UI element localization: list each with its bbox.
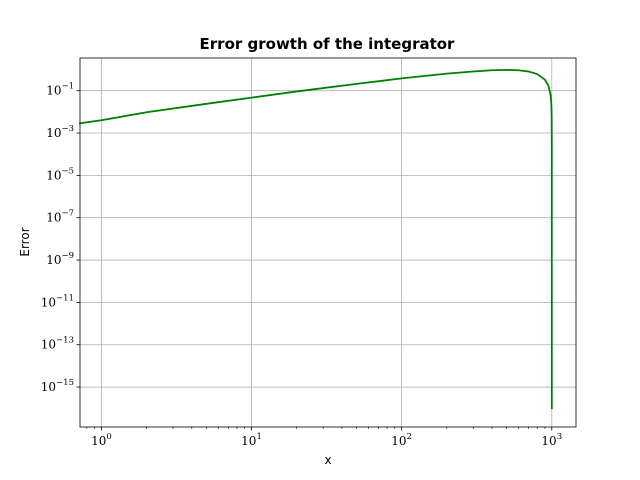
axis-ticks (76, 90, 553, 431)
y-tick-label: 10−15 (41, 378, 74, 394)
x-tick-label: 101 (241, 432, 262, 448)
x-axis-label: x (324, 453, 331, 467)
y-tick-label: 10−9 (46, 251, 74, 267)
y-tick-label: 10−11 (41, 293, 74, 309)
y-tick-label: 10−3 (46, 124, 74, 140)
x-tick-label: 100 (91, 432, 112, 448)
plot-frame (79, 57, 577, 428)
tick-labels: 100 101 102 103 10−1 10−3 10−5 10−7 10−9 10−11 10−… (41, 82, 562, 448)
y-tick-label: 10−1 (46, 82, 74, 98)
series-layer (78, 68, 553, 410)
grid-lines (80, 58, 576, 427)
y-tick-label: 10−13 (41, 336, 74, 352)
y-tick-label: 10−5 (46, 166, 74, 182)
x-tick-label: 102 (391, 432, 412, 448)
y-tick-label: 10−7 (46, 209, 74, 225)
x-tick-label: 103 (541, 432, 562, 448)
chart-title: Error growth of the integrator (200, 35, 456, 53)
series-line-1 (78, 68, 553, 410)
y-axis-label: Error (18, 227, 32, 256)
